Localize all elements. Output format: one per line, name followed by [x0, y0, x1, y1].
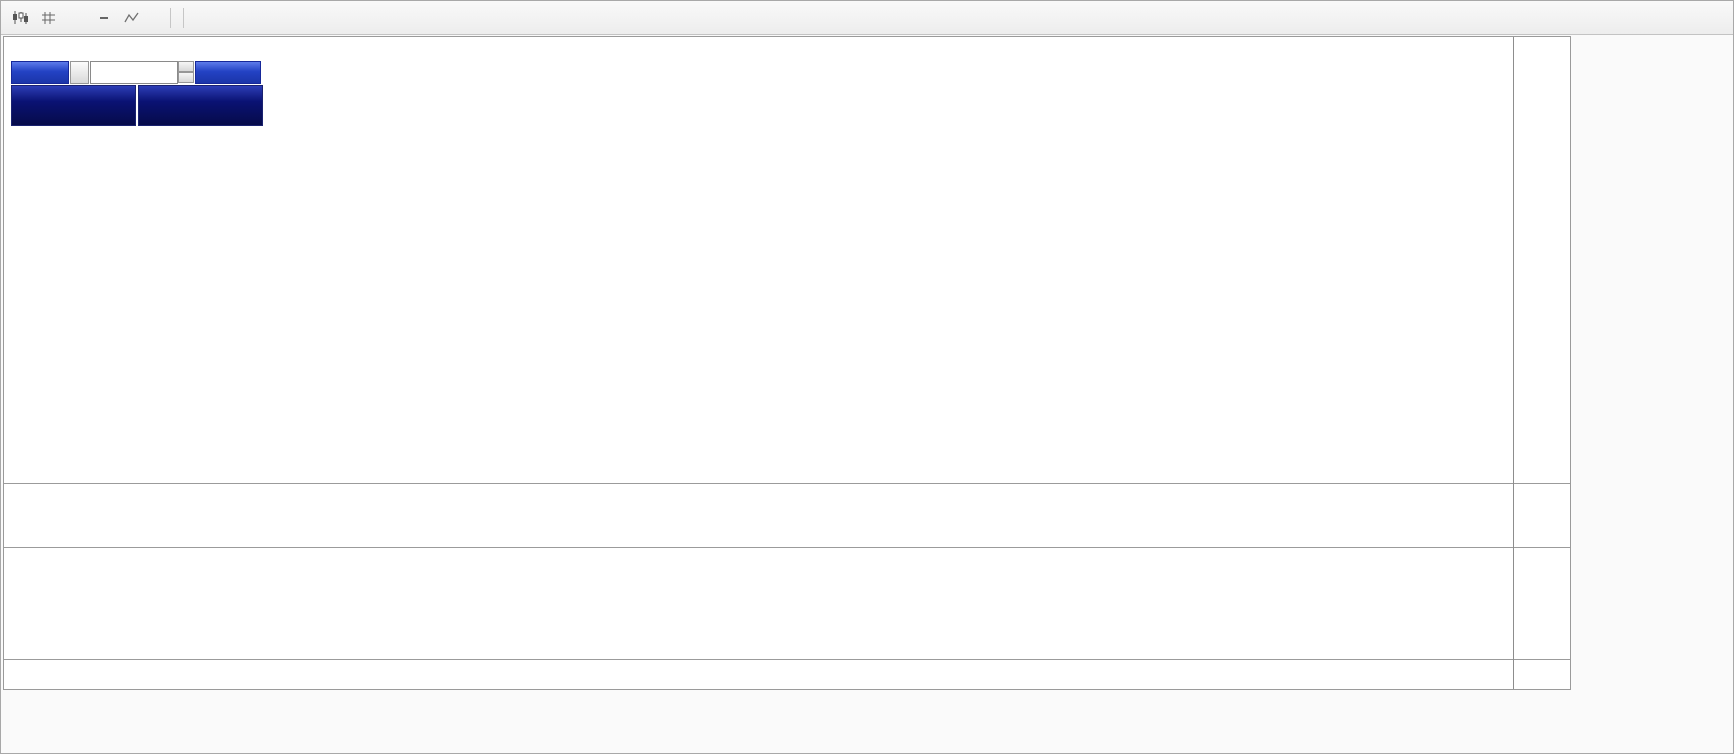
price-axis[interactable]	[1513, 37, 1570, 659]
one-click-trading-panel	[11, 61, 263, 126]
candlestick-icon	[12, 11, 28, 24]
ask-price[interactable]	[138, 85, 263, 126]
panel-separator[interactable]	[4, 547, 1570, 548]
font-tool-button[interactable]	[63, 5, 89, 31]
candlestick-chart-button[interactable]	[7, 5, 33, 31]
volume-increase-button[interactable]	[178, 61, 194, 72]
macd-panel-canvas[interactable]	[4, 483, 1513, 547]
volume-input[interactable]	[90, 61, 178, 84]
rsi-label	[11, 551, 15, 563]
rsi-panel-canvas[interactable]	[4, 547, 1513, 659]
panel-separator[interactable]	[4, 483, 1570, 484]
order-options-dropdown[interactable]	[70, 61, 89, 84]
time-axis[interactable]	[4, 659, 1513, 689]
draw-tool-icon	[124, 12, 139, 23]
text-tool-label	[100, 16, 108, 19]
price-axis-border	[1513, 37, 1514, 689]
text-tool-button[interactable]	[91, 5, 117, 31]
volume-stepper	[178, 61, 194, 84]
sell-button[interactable]	[11, 61, 69, 84]
toolbar	[1, 1, 1733, 35]
toolbar-separator	[183, 7, 184, 28]
draw-tool-dropdown[interactable]	[147, 5, 163, 31]
buy-button[interactable]	[195, 61, 261, 84]
bid-price[interactable]	[11, 85, 136, 126]
chart-title-readout	[10, 49, 32, 61]
chart-window	[3, 36, 1571, 690]
grid-button[interactable]	[35, 5, 61, 31]
grid-icon	[41, 11, 55, 24]
volume-decrease-button[interactable]	[178, 72, 194, 83]
autotrade-button[interactable]	[362, 5, 388, 31]
macd-label	[11, 487, 15, 499]
toolbar-separator	[170, 7, 171, 28]
panel-separator[interactable]	[4, 659, 1570, 660]
draw-tool-button[interactable]	[119, 5, 145, 31]
